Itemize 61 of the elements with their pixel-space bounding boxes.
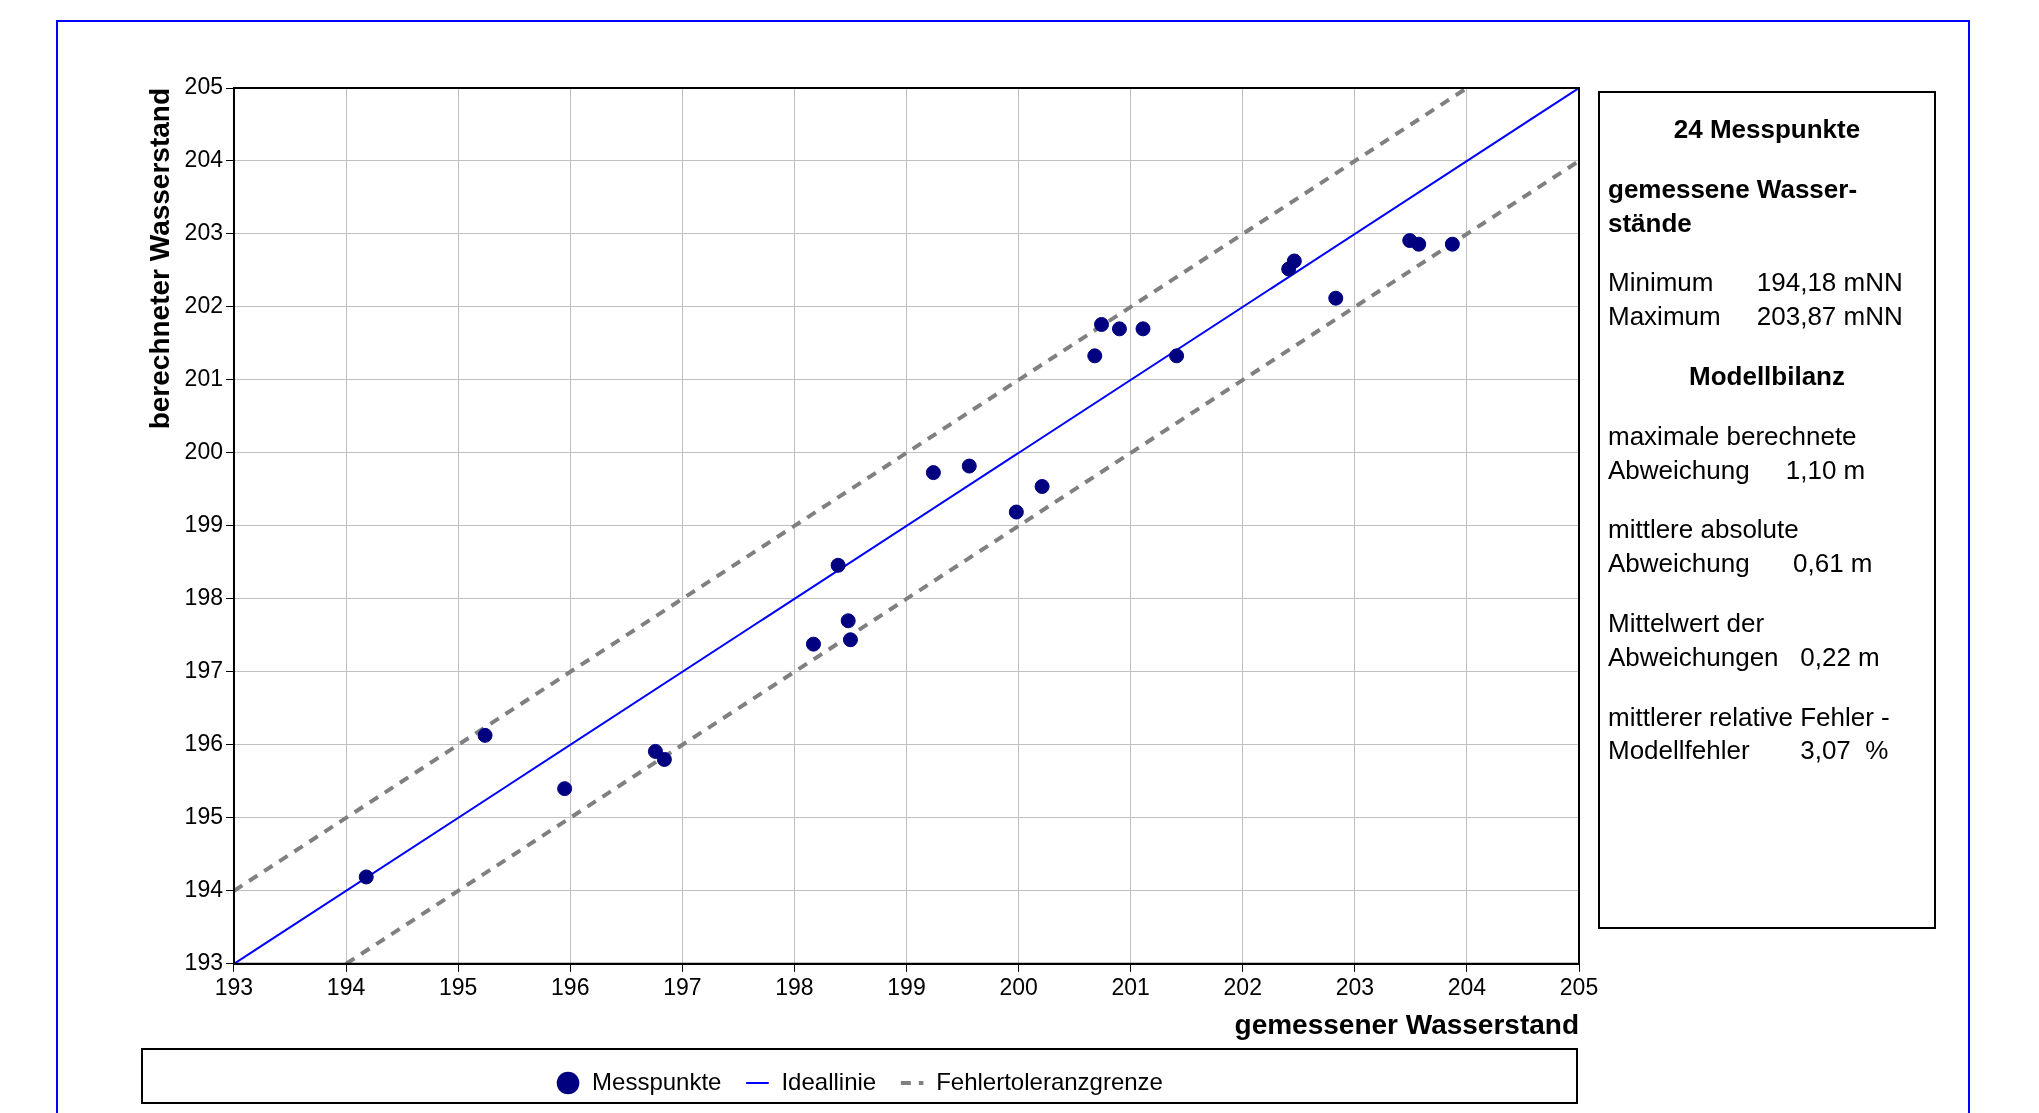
- point: [925, 465, 941, 481]
- y-tick-label: 205: [184, 73, 223, 100]
- point: [842, 632, 858, 648]
- y-axis-title: berechneter Wasserstand: [143, 88, 175, 430]
- x-tick-label: 199: [887, 973, 926, 1000]
- y-tick-label: 203: [184, 219, 223, 246]
- y-tick-label: 200: [184, 438, 223, 465]
- point: [1444, 236, 1460, 252]
- point: [557, 781, 573, 797]
- y-tick-label: 198: [184, 584, 223, 611]
- x-tick-label: 195: [438, 973, 478, 1000]
- legend-label: Fehlertoleranzgrenze: [936, 1067, 1163, 1095]
- text: gemessene Wasser- stände: [1608, 172, 1859, 240]
- x-tick-label: 202: [1223, 973, 1262, 1000]
- legend-label: Ideallinie: [781, 1067, 877, 1095]
- point: [1328, 290, 1344, 306]
- text: Mittelwert der Abweichungen 0,22 m: [1608, 606, 1881, 674]
- point: [961, 458, 977, 474]
- text: Minimum 194,18 mNN Maximum 203,87 mNN: [1608, 266, 1904, 334]
- x-tick-label: 198: [775, 973, 814, 1000]
- y-tick-label: 199: [184, 511, 223, 538]
- x-tick-label: 204: [1447, 973, 1487, 1000]
- x-tick-label: 201: [1111, 973, 1150, 1000]
- x-tick-label: 196: [551, 973, 590, 1000]
- y-tick-label: 204: [184, 146, 224, 173]
- y-tick-label: 201: [184, 365, 223, 392]
- x-tick-label: 193: [214, 973, 254, 1000]
- point: [1008, 504, 1024, 520]
- point: [1094, 316, 1110, 332]
- x-tick-label: 197: [663, 973, 702, 1000]
- x-axis-title: gemessener Wasserstand: [1234, 1008, 1579, 1040]
- y-tick-label: 195: [184, 803, 223, 830]
- y-tick-label: 202: [184, 292, 223, 319]
- text: mittlerer relative Fehler - Modellfehler 3,07 %: [1608, 700, 1891, 768]
- point: [1111, 321, 1127, 337]
- y-tick-label: 196: [184, 730, 223, 757]
- text: 24 Messpunkte: [1672, 113, 1862, 146]
- point: [1135, 321, 1151, 337]
- point: [1169, 348, 1185, 364]
- point: [1286, 253, 1302, 269]
- legend-label: Messpunkte: [592, 1067, 722, 1095]
- point: [830, 557, 846, 573]
- x-tick-label: 200: [999, 973, 1038, 1000]
- y-tick-label: 197: [184, 657, 223, 684]
- point: [805, 636, 821, 652]
- point: [477, 727, 493, 743]
- point: [647, 743, 663, 759]
- text: Modellbilanz: [1688, 360, 1846, 393]
- x-tick-label: 194: [326, 973, 366, 1000]
- point: [1087, 348, 1103, 364]
- point: [1034, 478, 1050, 494]
- text: maximale berechnete Abweichung 1,10 m: [1608, 419, 1867, 487]
- x-tick-label: 205: [1559, 973, 1599, 1000]
- text: mittlere absolute Abweichung 0,61 m: [1608, 513, 1874, 581]
- point: [840, 613, 856, 629]
- point: [656, 751, 672, 767]
- point: [358, 869, 374, 885]
- x-tick-label: 203: [1335, 973, 1375, 1000]
- y-tick-label: 194: [184, 876, 224, 903]
- y-tick-label: 193: [184, 949, 223, 976]
- point: [1411, 236, 1427, 252]
